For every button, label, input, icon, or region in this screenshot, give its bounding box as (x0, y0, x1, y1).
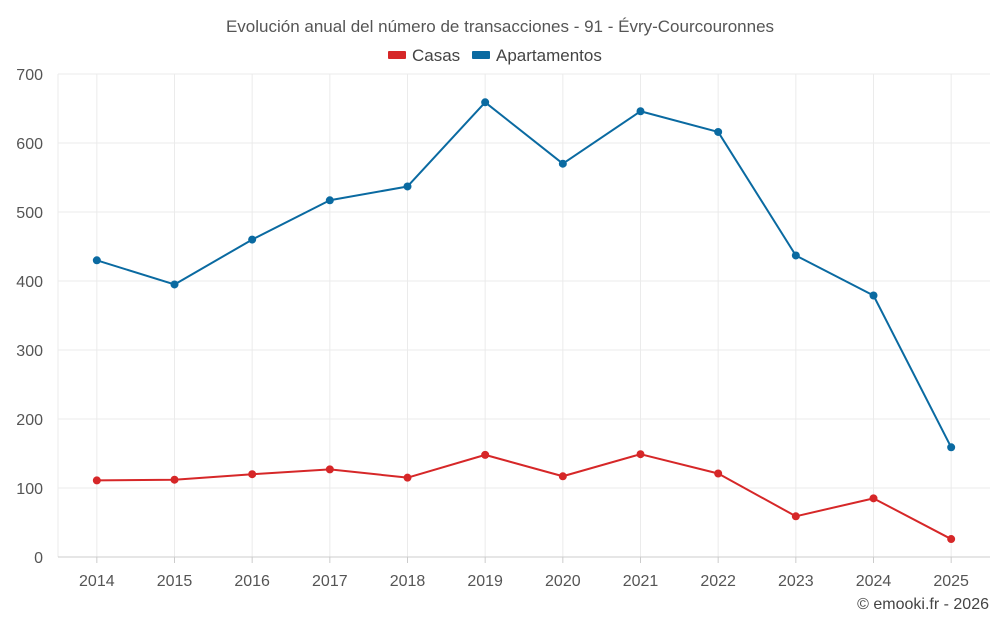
y-tick-label: 600 (16, 136, 43, 153)
data-point-casas[interactable] (325, 465, 334, 474)
credit-text: © emooki.fr - 2026 (857, 596, 989, 613)
x-tick-label: 2023 (778, 573, 814, 590)
y-tick-label: 300 (16, 343, 43, 360)
series-line-apartamentos (96, 101, 953, 448)
data-point-casas[interactable] (636, 450, 645, 459)
y-tick-label: 200 (16, 412, 43, 429)
x-tick-label: 2019 (467, 573, 503, 590)
data-point-casas[interactable] (403, 473, 412, 482)
grid (57, 73, 990, 557)
series (92, 98, 956, 544)
data-point-apartamentos[interactable] (170, 280, 179, 289)
data-point-casas[interactable] (481, 450, 490, 459)
y-tick-label: 100 (16, 481, 43, 498)
x-tick-label: 2025 (933, 573, 969, 590)
series-casas (92, 450, 956, 544)
x-tick-label: 2018 (390, 573, 426, 590)
x-tick-label: 2015 (157, 573, 193, 590)
series-line-casas (96, 453, 952, 540)
data-point-casas[interactable] (248, 470, 257, 479)
legend-swatch-casas (388, 51, 406, 59)
x-axis: 2014 2015 2016 2017 2018 2019 2020 2021 2022 2023… (58, 556, 990, 590)
x-tick-label: 2014 (79, 573, 115, 590)
data-point-apartamentos[interactable] (714, 127, 723, 136)
data-point-apartamentos[interactable] (325, 196, 334, 205)
x-tick-label: 2017 (312, 573, 348, 590)
x-tick-label: 2022 (700, 573, 736, 590)
y-tick-label: 0 (34, 550, 43, 567)
legend-item-casas[interactable]: Casas (388, 46, 460, 65)
data-point-apartamentos[interactable] (403, 182, 412, 191)
data-point-apartamentos[interactable] (791, 251, 800, 260)
chart-title: Evolución anual del número de transaccio… (226, 17, 774, 36)
y-tick-label: 400 (16, 274, 43, 291)
series-apartamentos (92, 98, 956, 452)
data-point-apartamentos[interactable] (636, 107, 645, 116)
data-point-casas[interactable] (714, 469, 723, 478)
x-tick-label: 2024 (856, 573, 892, 590)
legend-label-apartamentos: Apartamentos (496, 46, 602, 65)
data-point-apartamentos[interactable] (248, 235, 257, 244)
legend-label-casas: Casas (412, 46, 460, 65)
data-point-apartamentos[interactable] (947, 443, 956, 452)
data-point-apartamentos[interactable] (869, 291, 878, 300)
data-point-casas[interactable] (791, 512, 800, 521)
data-point-casas[interactable] (869, 494, 878, 503)
legend-swatch-apartamentos (472, 51, 490, 59)
data-point-apartamentos[interactable] (481, 98, 490, 107)
x-tick-label: 2020 (545, 573, 581, 590)
y-axis: 0 100 200 300 400 500 600 700 (16, 67, 43, 567)
legend: Casas Apartamentos (388, 46, 602, 65)
data-point-casas[interactable] (92, 476, 101, 485)
x-tick-label: 2016 (234, 573, 270, 590)
y-tick-label: 700 (16, 67, 43, 84)
x-tick-label: 2021 (623, 573, 659, 590)
data-point-casas[interactable] (947, 535, 956, 544)
y-tick-label: 500 (16, 205, 43, 222)
data-point-casas[interactable] (558, 472, 567, 481)
data-point-apartamentos[interactable] (558, 159, 567, 168)
data-point-casas[interactable] (170, 475, 179, 484)
data-point-apartamentos[interactable] (92, 256, 101, 265)
legend-item-apartamentos[interactable]: Apartamentos (472, 46, 602, 65)
